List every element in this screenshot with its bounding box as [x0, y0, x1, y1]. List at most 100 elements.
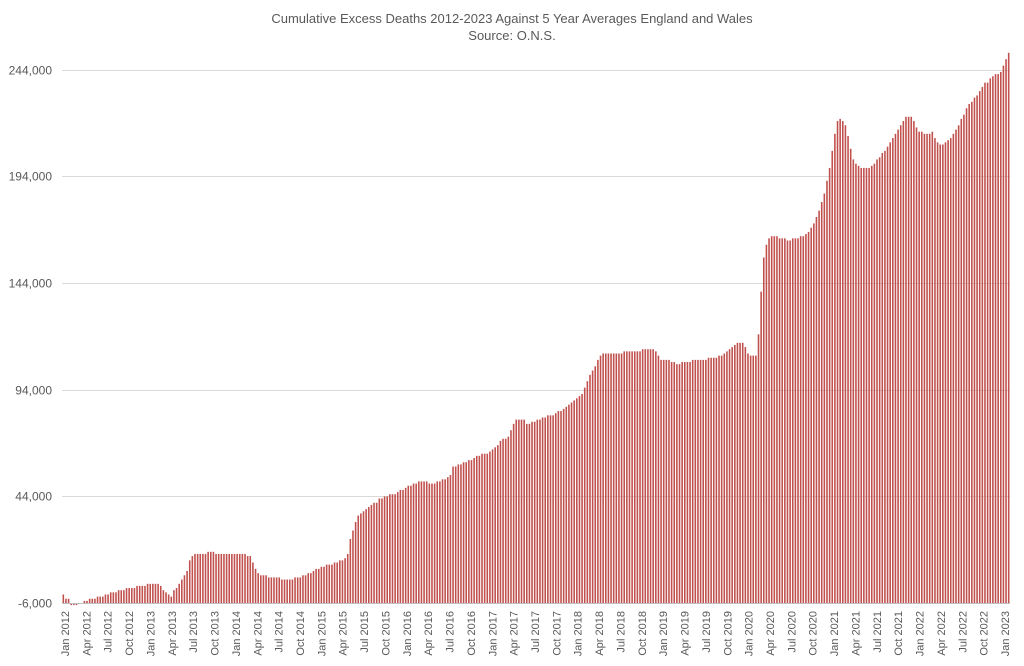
bar [389, 494, 391, 603]
bar [892, 138, 894, 603]
bar [91, 598, 94, 603]
bar [441, 479, 444, 603]
bar [602, 353, 604, 603]
bar [375, 502, 378, 603]
bar [612, 353, 615, 603]
bar [483, 453, 486, 603]
bar [857, 165, 860, 603]
bar [949, 138, 952, 603]
bar [123, 590, 125, 603]
bar [62, 594, 65, 603]
bar [697, 359, 699, 603]
bar [770, 236, 773, 603]
bar [267, 577, 270, 603]
x-tick-label: Jan 2015 [316, 611, 328, 656]
bar [241, 553, 244, 603]
bar [541, 417, 544, 603]
x-tick-label: Oct 2022 [979, 611, 991, 656]
bar [963, 114, 965, 603]
bar [167, 594, 170, 603]
bar [957, 125, 960, 604]
bar [994, 74, 997, 604]
bar [486, 453, 489, 603]
bar [497, 445, 499, 603]
bar [971, 101, 973, 603]
x-tick-label: Jan 2021 [829, 611, 841, 656]
bar [765, 244, 768, 604]
bar [452, 466, 454, 603]
bar [86, 600, 88, 603]
bar [246, 556, 249, 603]
bar [707, 357, 710, 603]
bar [128, 588, 130, 603]
x-tick-label: Apr 2013 [167, 611, 179, 656]
y-tick-label: 244,000 [9, 64, 53, 78]
bar [997, 74, 999, 604]
bar [668, 359, 670, 603]
x-tick-label: Jan 2012 [60, 611, 72, 656]
bar [217, 553, 220, 603]
bar [955, 129, 957, 603]
bar [828, 167, 831, 603]
bar [628, 351, 631, 603]
bar [768, 238, 770, 603]
bar [130, 588, 133, 603]
x-tick-label: Oct 2016 [466, 611, 478, 656]
bar [109, 592, 112, 603]
bar [639, 351, 641, 603]
chart-subtitle: Source: O.N.S. [468, 28, 556, 43]
bar [325, 564, 328, 603]
bar [820, 202, 823, 603]
bar [138, 585, 141, 603]
bar [728, 349, 731, 603]
bar [589, 374, 591, 603]
bar [304, 575, 307, 603]
bar [918, 131, 920, 603]
bar [649, 349, 652, 603]
bar [923, 133, 926, 603]
bar [789, 240, 791, 603]
bar [104, 594, 107, 603]
bar [439, 481, 441, 603]
bar [302, 575, 304, 603]
x-tick-label: Jul 2017 [530, 611, 542, 653]
bar [905, 116, 907, 604]
bar [784, 238, 786, 603]
x-tick-label: Jul 2021 [872, 611, 884, 653]
bar [726, 351, 728, 603]
y-tick-label: 144,000 [9, 277, 53, 291]
bar [849, 148, 852, 603]
bar [173, 590, 175, 603]
bar [462, 462, 465, 603]
bar [354, 521, 357, 603]
x-tick-label: Jul 2018 [616, 611, 628, 653]
bar [865, 167, 868, 603]
chart-title: Cumulative Excess Deaths 2012-2023 Again… [271, 11, 753, 26]
bar [705, 359, 707, 603]
x-tick-label: Jul 2014 [274, 611, 286, 653]
bar [744, 347, 747, 603]
bar [215, 553, 217, 603]
bar [341, 560, 344, 603]
bar [973, 97, 976, 603]
bar [699, 359, 702, 603]
bar [146, 583, 149, 603]
bar [870, 165, 873, 603]
bar [720, 355, 723, 603]
bar [618, 353, 620, 603]
bar [881, 153, 884, 603]
bar [539, 419, 541, 603]
bar [599, 355, 602, 603]
bar [689, 362, 691, 603]
bar [188, 560, 191, 603]
bar [615, 353, 618, 603]
bar [683, 362, 686, 603]
bar [275, 577, 278, 603]
bar [152, 583, 154, 603]
bar [915, 127, 918, 603]
bar [702, 359, 705, 603]
bar [404, 487, 407, 603]
bar [623, 351, 626, 603]
bar [141, 585, 144, 603]
